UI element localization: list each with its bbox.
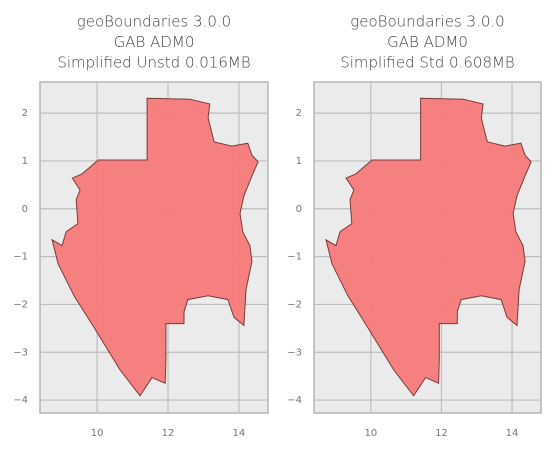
y-tick-label: −4 xyxy=(287,395,302,406)
chart-title: GAB ADM0 xyxy=(387,33,468,51)
x-tick-label: 12 xyxy=(435,428,448,439)
country-boundary xyxy=(325,97,532,397)
x-tick-label: 14 xyxy=(506,428,519,439)
y-tick-label: −2 xyxy=(13,299,28,310)
y-tick-label: 1 xyxy=(22,156,28,167)
x-tick-label: 12 xyxy=(162,428,175,439)
y-tick-label: −1 xyxy=(287,252,302,263)
y-tick-label: −3 xyxy=(287,347,302,358)
chart-title: Simplified Unstd 0.016MB xyxy=(57,54,250,72)
y-tick-label: 0 xyxy=(296,204,302,215)
chart-title: geoBoundaries 3.0.0 xyxy=(350,13,504,31)
chart-title: GAB ADM0 xyxy=(114,33,195,51)
y-tick-label: 1 xyxy=(296,156,302,167)
y-tick-label: −1 xyxy=(13,252,28,263)
y-tick-label: 2 xyxy=(22,108,28,119)
country-boundary xyxy=(51,97,259,397)
y-tick-label: 0 xyxy=(22,204,28,215)
x-tick-label: 10 xyxy=(91,428,104,439)
y-tick-label: −3 xyxy=(13,347,28,358)
x-tick-label: 10 xyxy=(364,428,377,439)
y-tick-label: −4 xyxy=(13,395,28,406)
y-tick-label: −2 xyxy=(287,299,302,310)
chart-title: geoBoundaries 3.0.0 xyxy=(77,13,231,31)
x-tick-label: 14 xyxy=(233,428,246,439)
chart-title: Simplified Std 0.608MB xyxy=(340,54,515,72)
y-tick-label: 2 xyxy=(296,108,302,119)
